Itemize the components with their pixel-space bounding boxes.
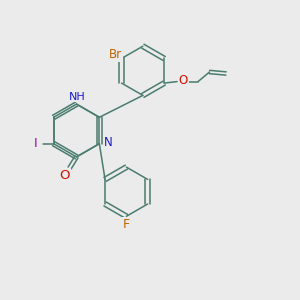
Text: N: N <box>104 136 113 149</box>
Text: Br: Br <box>109 48 122 62</box>
Text: I: I <box>34 137 38 150</box>
Text: F: F <box>123 218 130 231</box>
Text: NH: NH <box>69 92 86 102</box>
Text: O: O <box>178 74 188 88</box>
Text: O: O <box>59 169 70 182</box>
